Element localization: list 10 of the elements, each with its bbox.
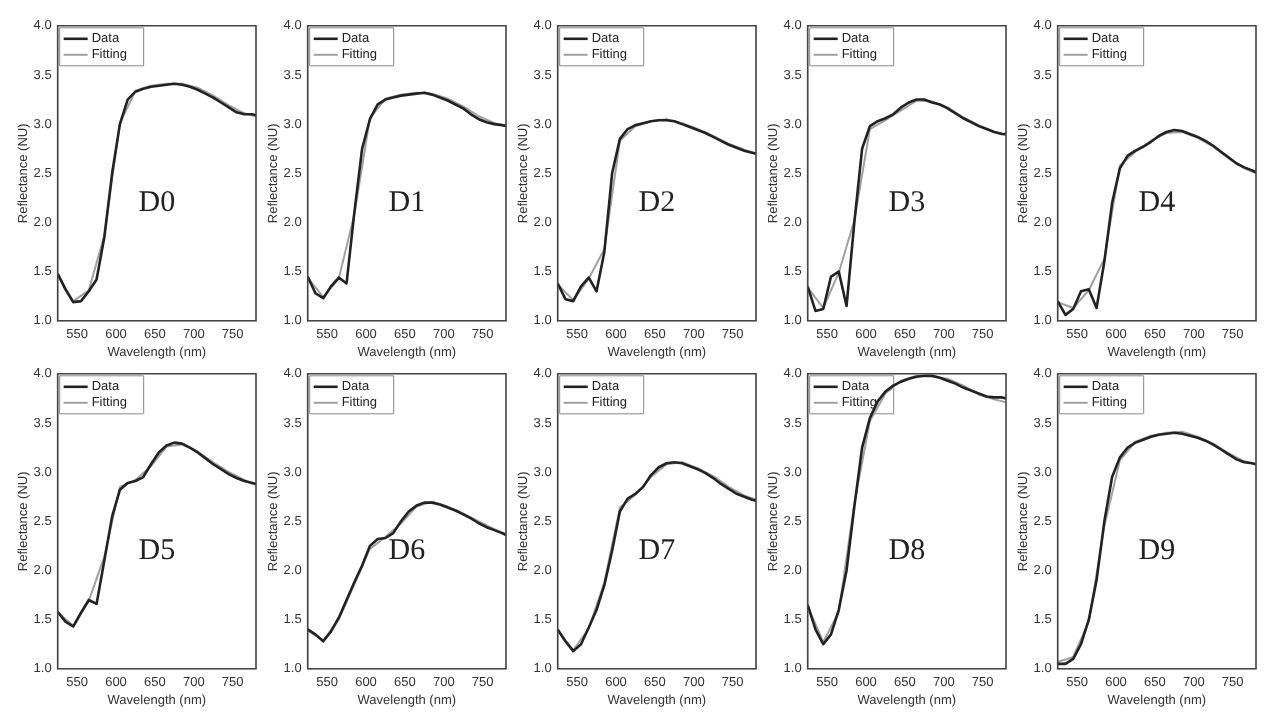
annotation: D0 [138, 186, 176, 219]
annotation: D4 [1138, 186, 1177, 219]
annotation: D8 [888, 534, 926, 567]
annotation: D2 [638, 186, 676, 219]
annotation: D3 [888, 186, 926, 219]
annotation: D9 [1138, 534, 1176, 567]
annotation: D7 [638, 534, 677, 567]
annotation: D6 [388, 534, 427, 567]
annotation: D5 [138, 534, 176, 567]
annotation: D1 [388, 186, 426, 219]
